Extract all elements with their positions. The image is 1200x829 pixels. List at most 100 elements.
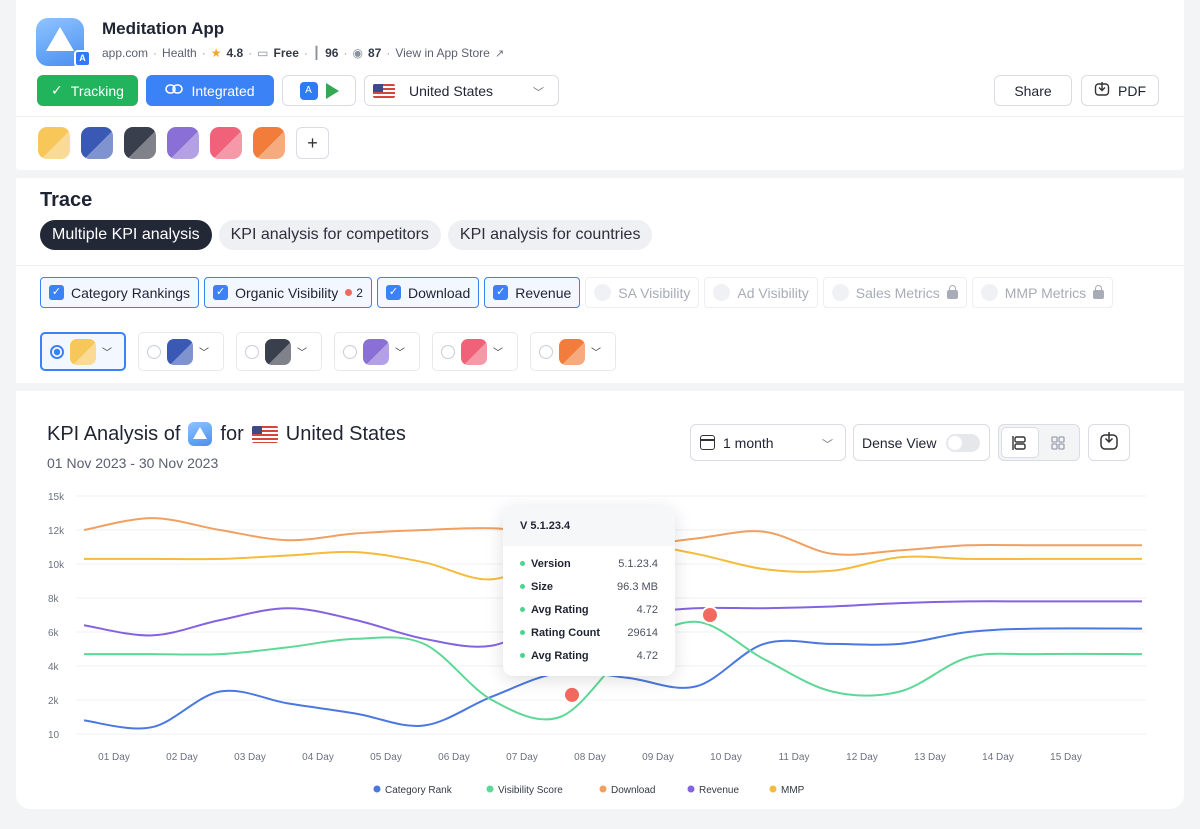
kpi-organic-visibility[interactable]: ✓ Organic Visibility 2 (204, 277, 372, 308)
kpi-download[interactable]: ✓ Download (376, 277, 480, 308)
tab-kpi-countries[interactable]: KPI analysis for countries (447, 220, 653, 250)
kpi-mmp-metrics[interactable]: MMP Metrics (971, 277, 1114, 308)
legend-label[interactable]: Download (611, 785, 655, 796)
competitor-icons: + (38, 127, 329, 159)
tooltip-label: Rating Count (531, 626, 601, 639)
app-selector[interactable]: ﹀ (236, 332, 322, 371)
checkbox-checked-icon[interactable]: ✓ (49, 285, 64, 300)
x-tick-label: 15 Day (1050, 752, 1082, 763)
tab-kpi-competitors[interactable]: KPI analysis for competitors (218, 220, 441, 250)
checkbox-empty-icon[interactable] (713, 284, 731, 301)
tracking-label: Tracking (70, 82, 124, 99)
toggle-switch[interactable] (946, 433, 981, 452)
lock-icon (1093, 284, 1105, 299)
chevron-down-icon[interactable]: ﹀ (493, 348, 503, 359)
dense-view-toggle[interactable]: Dense View (853, 424, 990, 461)
radio-icon[interactable] (147, 344, 161, 359)
tooltip-label: Avg Rating (531, 649, 589, 662)
chevron-down-icon[interactable]: ﹀ (199, 348, 209, 359)
tooltip-value: 4.72 (636, 649, 658, 662)
competitor-icon[interactable] (167, 127, 199, 159)
google-play-icon[interactable] (325, 82, 339, 99)
kpi-label: Revenue (515, 284, 572, 301)
competitor-icon[interactable] (210, 127, 242, 159)
tab-multiple-kpi[interactable]: Multiple KPI analysis (40, 220, 212, 250)
kpi-label: Download (407, 284, 471, 301)
kpi-revenue[interactable]: ✓ Revenue (484, 277, 581, 308)
app-selector[interactable]: ﹀ (138, 332, 224, 371)
export-button[interactable] (1088, 424, 1130, 461)
tooltip-label: Size (531, 580, 554, 593)
competitor-icon (461, 338, 487, 365)
list-view-icon[interactable] (1002, 428, 1038, 457)
x-tick-label: 14 Day (982, 752, 1014, 763)
us-flag-icon (373, 83, 395, 98)
app-selector[interactable]: ﹀ (530, 332, 616, 371)
y-tick-label: 15k (48, 492, 65, 503)
highlight-point[interactable] (563, 685, 581, 704)
app-selector[interactable]: ﹀ (334, 332, 420, 371)
dense-view-label: Dense View (862, 434, 937, 451)
share-button[interactable]: Share (994, 75, 1072, 106)
competitor-icon[interactable] (124, 127, 156, 159)
legend-label[interactable]: Visibility Score (498, 785, 563, 796)
app-domain[interactable]: app.com (102, 46, 149, 60)
link-icon (165, 82, 184, 99)
x-tick-label: 05 Day (370, 752, 402, 763)
pdf-label: PDF (1118, 82, 1146, 99)
pdf-button[interactable]: PDF (1081, 75, 1159, 106)
checkbox-checked-icon[interactable]: ✓ (385, 285, 401, 300)
app-category: Health (162, 46, 197, 60)
app-selector[interactable]: ﹀ (40, 332, 126, 371)
radio-icon[interactable] (441, 344, 455, 359)
chevron-down-icon[interactable]: ﹀ (297, 348, 307, 359)
checkbox-empty-icon[interactable] (831, 284, 849, 301)
x-tick-label: 02 Day (166, 752, 198, 763)
radio-icon[interactable] (245, 344, 259, 359)
kpi-ad-visibility[interactable]: Ad Visibility (704, 277, 818, 308)
chevron-down-icon[interactable]: ﹀ (591, 348, 601, 359)
app-rank: 96 (325, 46, 339, 60)
checkbox-empty-icon[interactable] (594, 284, 612, 301)
us-flag-icon (251, 425, 278, 443)
app-selector[interactable]: ﹀ (432, 332, 518, 371)
add-competitor-button[interactable]: + (296, 127, 329, 159)
score-icon: ◉ (352, 46, 363, 60)
app-store-icon[interactable]: A (299, 81, 318, 100)
competitor-icon[interactable] (253, 127, 285, 159)
trace-title: Trace (40, 189, 93, 211)
legend-label[interactable]: MMP (781, 785, 805, 796)
kpi-label: Organic Visibility (235, 284, 339, 301)
chevron-down-icon[interactable]: ﹀ (102, 348, 112, 359)
kpi-sales-metrics[interactable]: Sales Metrics (822, 277, 967, 308)
store-link[interactable]: View in App Store (395, 46, 490, 60)
legend-swatch (687, 785, 695, 793)
period-select[interactable]: 1 month ﹀ (690, 424, 846, 461)
checkbox-empty-icon[interactable] (980, 284, 998, 301)
highlight-point[interactable] (701, 606, 719, 624)
store-toggle[interactable]: A (282, 75, 356, 106)
integrated-button[interactable]: Integrated (146, 75, 274, 106)
kpi-category-rankings[interactable]: ✓ Category Rankings (40, 277, 200, 308)
competitor-icon[interactable] (38, 127, 70, 159)
checkbox-checked-icon[interactable]: ✓ (213, 285, 229, 300)
legend-label[interactable]: Category Rank (385, 785, 453, 796)
radio-selected-icon[interactable] (50, 344, 64, 359)
tooltip-row: Rating Count 29614 (520, 625, 658, 640)
grid-view-icon[interactable] (1041, 428, 1077, 457)
chevron-down-icon[interactable]: ﹀ (395, 348, 405, 359)
radio-icon[interactable] (539, 344, 553, 359)
checkbox-checked-icon[interactable]: ✓ (493, 285, 509, 300)
radio-icon[interactable] (343, 344, 357, 359)
tooltip-row: Avg Rating 4.72 (520, 648, 658, 663)
x-tick-label: 01 Day (98, 752, 130, 763)
kpi-sa-visibility[interactable]: SA Visibility (585, 277, 700, 308)
tracking-button[interactable]: ✓ Tracking (37, 75, 138, 106)
external-link-icon[interactable]: ↗ (494, 47, 505, 60)
legend-label[interactable]: Revenue (699, 785, 739, 796)
competitor-icon[interactable] (81, 127, 113, 159)
country-select[interactable]: United States ﹀ (364, 75, 559, 106)
x-tick-label: 09 Day (642, 752, 674, 763)
notification-badge: 2 (345, 286, 363, 300)
share-label: Share (1014, 82, 1052, 99)
